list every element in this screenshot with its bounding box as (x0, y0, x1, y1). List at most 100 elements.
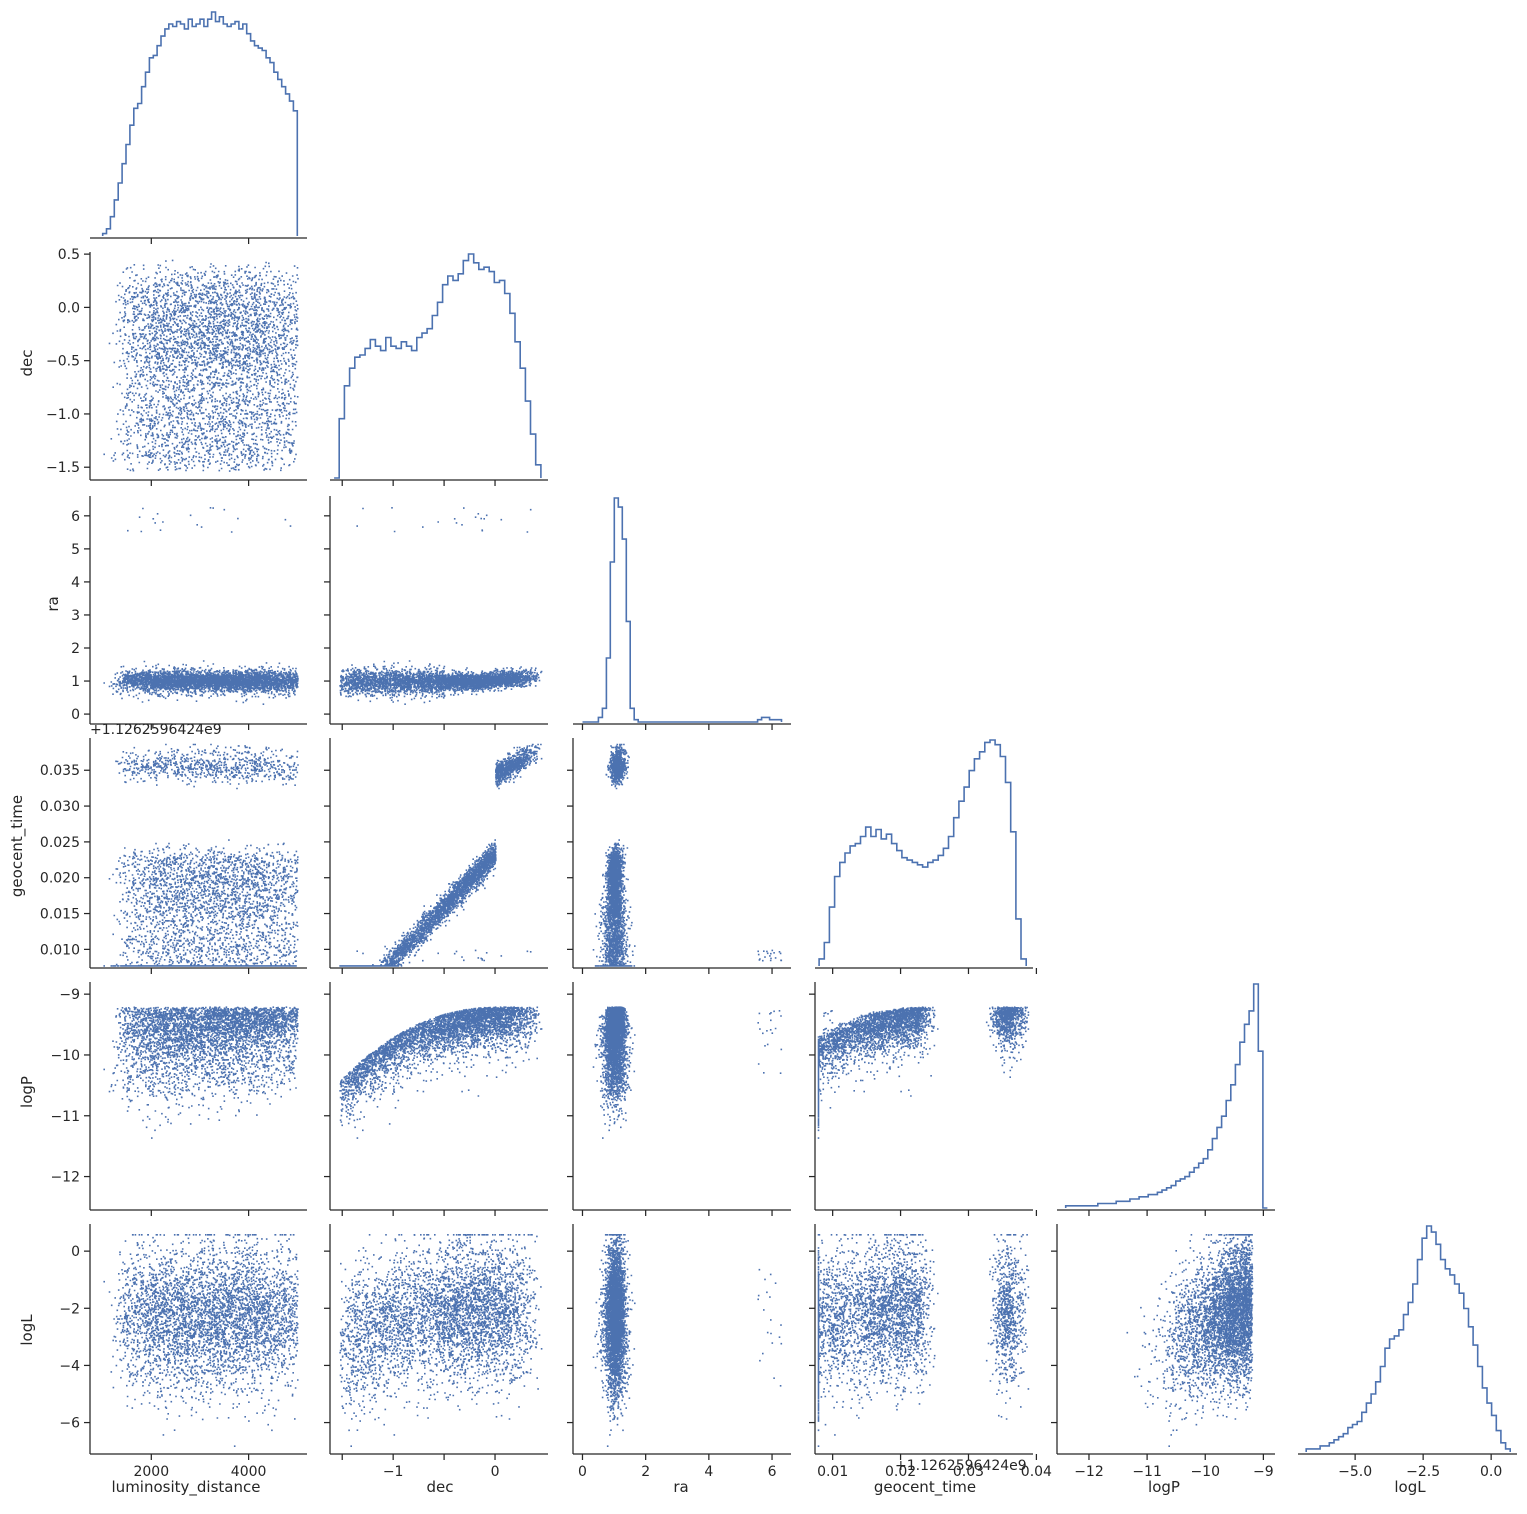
x-axis-label-dec: dec (427, 1478, 454, 1496)
y-tick-label: 4 (71, 575, 80, 591)
axes-logL-dec: −1 0 (324, 1224, 548, 1480)
y-tick-label: 0.025 (40, 835, 80, 851)
x-axis-label-logL: logL (1394, 1478, 1426, 1496)
x-tick-label: 0.04 (1021, 1464, 1052, 1480)
offset-label-geocent_time-x: +1.1262596424e9 (895, 1458, 1027, 1474)
y-tick-label: 0.5 (58, 247, 80, 263)
x-tick-label: −5.0 (1338, 1464, 1372, 1480)
axes-layer: −1.5−1.0−0.50.00.501234560.0100.0150.020… (40, 237, 1517, 1480)
y-tick-label: −0.5 (46, 354, 80, 370)
x-tick-label: −2.5 (1406, 1464, 1440, 1480)
y-tick-label: −1.5 (46, 460, 80, 476)
axes-logL-logP: −12 −11 −10 −9 (1051, 1224, 1275, 1480)
x-tick-label: 0.03 (953, 1464, 984, 1480)
y-tick-label: −10 (50, 1048, 80, 1064)
axes-ra-luminosity_distance: 0 1 2 3 4 5 6 (71, 496, 307, 730)
axes-luminosity_distance-luminosity_distance (90, 237, 307, 244)
scatter-points (1126, 1234, 1254, 1447)
axes-geocent_time-luminosity_distance: 0.010 0.015 0.020 0.025 0.030 0.035 (40, 738, 307, 974)
scatter-points (592, 1006, 783, 1139)
scatter-panel-logL-vs-ra (592, 1234, 783, 1447)
scatter-points (103, 507, 299, 705)
x-tick-label: −10 (1190, 1464, 1220, 1480)
axes-logL-geocent_time: 0.01 0.02 0.03 0.04 (809, 1224, 1052, 1480)
x-tick-label: 0.02 (885, 1464, 916, 1480)
x-tick-label: 4 (704, 1464, 713, 1480)
x-tick-label: 2000 (133, 1464, 169, 1480)
axes-logL-luminosity_distance: 2000 4000 −6 −4 −2 0 (59, 1224, 307, 1480)
y-tick-label: −12 (50, 1170, 80, 1186)
scatter-panel-ra-vs-luminosity_distance (103, 507, 299, 705)
histogram-dec (334, 253, 542, 479)
x-axis-label-geocent_time: geocent_time (874, 1478, 976, 1497)
y-tick-label: 0.015 (40, 907, 80, 923)
x-tick-label: 0.0 (1480, 1464, 1502, 1480)
scatter-points (103, 259, 299, 472)
scatter-panel-geocent_time-vs-luminosity_distance (103, 743, 299, 967)
scatter-points (592, 743, 783, 967)
x-tick-label: −12 (1074, 1464, 1104, 1480)
y-tick-label: 1 (71, 674, 80, 690)
y-tick-label: 3 (71, 608, 80, 624)
histogram-ra (582, 497, 783, 723)
y-tick-label: −2 (59, 1301, 80, 1317)
histogram-geocent_time (818, 739, 1027, 966)
axes-logP-logP (1057, 1209, 1275, 1216)
scatter-panel-logL-vs-dec (339, 1234, 543, 1447)
x-tick-label: 2 (641, 1464, 650, 1480)
scatter-points (339, 743, 543, 967)
scatter-points (817, 1234, 1030, 1447)
x-axis-label-ra: ra (673, 1478, 688, 1496)
axes-geocent_time-dec (324, 738, 548, 974)
scatter-layer (103, 259, 1254, 1447)
scatter-panel-geocent_time-vs-ra (592, 743, 783, 967)
axes-logP-luminosity_distance: −12 −11 −10 −9 (50, 982, 307, 1216)
scatter-panel-logP-vs-luminosity_distance (103, 1006, 299, 1139)
axes-dec-dec (330, 479, 548, 486)
y-tick-label: −6 (59, 1416, 80, 1432)
x-tick-label: −11 (1132, 1464, 1162, 1480)
scatter-points (339, 1234, 543, 1447)
axes-dec-luminosity_distance: −1.5 −1.0 −0.5 0.0 0.5 (46, 247, 307, 486)
y-tick-label: −9 (59, 987, 80, 1003)
y-tick-label: 0.020 (40, 871, 80, 887)
scatter-panel-ra-vs-dec (339, 507, 543, 705)
x-tick-label: −1 (383, 1464, 404, 1480)
axes-ra-ra (573, 723, 791, 730)
histogram-layer (101, 11, 1511, 1452)
y-axis-label-logL: logL (18, 1314, 36, 1346)
y-tick-label: −4 (59, 1358, 80, 1374)
scatter-panel-logP-vs-ra (592, 1006, 783, 1139)
y-tick-label: −11 (50, 1109, 80, 1125)
scatter-points (817, 1006, 1030, 1139)
x-tick-label: 6 (768, 1464, 777, 1480)
scatter-panel-logP-vs-dec (339, 1006, 543, 1139)
x-tick-label: −9 (1253, 1464, 1274, 1480)
scatter-panel-logP-vs-geocent_time (817, 1006, 1030, 1139)
y-axis-label-dec: dec (18, 350, 36, 377)
y-tick-label: 0.0 (58, 300, 80, 316)
x-tick-label: 4000 (231, 1464, 267, 1480)
scatter-points (103, 743, 299, 967)
y-tick-label: 2 (71, 641, 80, 657)
y-tick-label: 6 (71, 509, 80, 525)
axes-logL-logL: −5.0 −2.5 0.0 (1298, 1453, 1517, 1480)
scatter-panel-logL-vs-geocent_time (817, 1234, 1030, 1447)
x-tick-label: 0 (578, 1464, 587, 1480)
scatter-panel-geocent_time-vs-dec (339, 743, 543, 967)
label-layer: luminosity_distance dec ra geocent_time … (8, 350, 1426, 1498)
y-tick-label: 0.035 (40, 763, 80, 779)
axes-logP-geocent_time (809, 982, 1038, 1216)
scatter-points (339, 1006, 543, 1139)
y-axis-label-geocent_time: geocent_time (8, 795, 27, 897)
scatter-panel-logL-vs-luminosity_distance (103, 1234, 299, 1447)
scatter-panel-logL-vs-logP (1126, 1234, 1254, 1447)
axes-geocent_time-ra (567, 738, 791, 974)
y-axis-label-logP: logP (18, 1076, 36, 1108)
axes-geocent_time-geocent_time (815, 967, 1038, 974)
y-tick-label: 5 (71, 542, 80, 558)
offset-label-geocent_time-y: +1.1262596424e9 (90, 722, 222, 738)
scatter-points (103, 1234, 299, 1447)
axes-ra-dec (324, 496, 548, 730)
